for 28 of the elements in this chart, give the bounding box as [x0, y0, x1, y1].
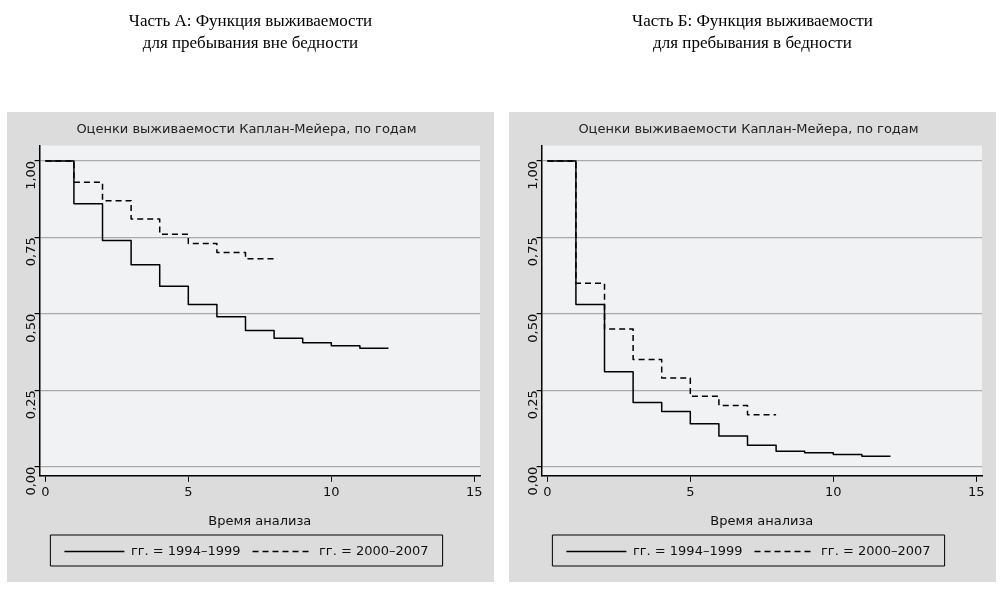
chart-subtitle: Оценки выживаемости Каплан-Мейера, по годам [76, 121, 417, 137]
x-axis-title: Время анализа [208, 512, 312, 528]
legend-label: гг. = 1994–1999 [632, 542, 743, 558]
y-tick-label: 1,00 [524, 160, 540, 190]
x-tick-label: 10 [825, 483, 842, 499]
chart-subtitle: Оценки выживаемости Каплан-Мейера, по годам [578, 121, 919, 137]
legend-label: гг. = 2000–2007 [821, 542, 931, 558]
y-tick-label: 0,00 [524, 466, 540, 496]
x-tick-label: 5 [184, 483, 193, 499]
x-tick-label: 0 [543, 483, 552, 499]
chart-title: Часть Б: Функция выживаемости для пребывания в бедности [631, 10, 874, 54]
y-tick-label: 0,50 [22, 313, 38, 343]
y-tick-label: 0,00 [22, 466, 38, 496]
x-tick-label: 15 [968, 483, 985, 499]
y-tick-label: 0,75 [524, 237, 540, 267]
x-tick-label: 5 [686, 483, 695, 499]
y-tick-label: 0,25 [22, 390, 38, 420]
y-tick-label: 0,25 [524, 390, 540, 420]
x-tick-label: 0 [41, 483, 50, 499]
x-tick-label: 10 [323, 483, 340, 499]
chart-title: Часть А: Функция выживаемости для пребывания вне бедности [127, 10, 374, 54]
legend-label: гг. = 1994–1999 [130, 542, 241, 558]
x-axis-title: Время анализа [710, 512, 814, 528]
y-tick-label: 1,00 [22, 160, 38, 190]
x-tick-label: 15 [466, 483, 483, 499]
y-tick-label: 0,75 [22, 237, 38, 267]
y-tick-label: 0,50 [524, 313, 540, 343]
legend-label: гг. = 2000–2007 [319, 542, 429, 558]
